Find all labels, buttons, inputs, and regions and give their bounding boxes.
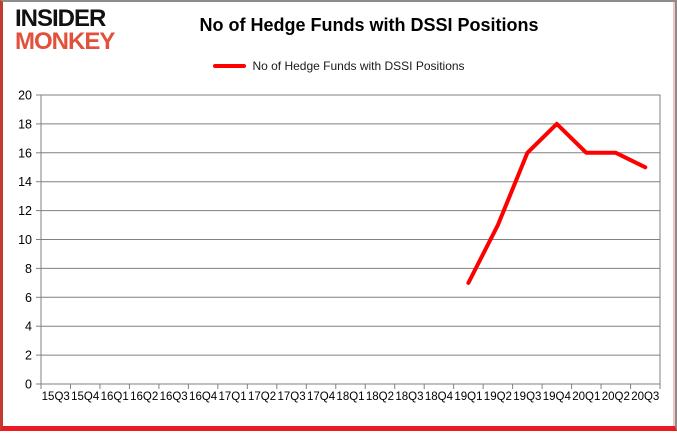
x-tick-label: 19Q4 (543, 391, 572, 403)
x-tick-label: 18Q1 (336, 391, 364, 403)
y-axis-labels: 0 2 4 6 8 10 12 14 16 18 20 (18, 89, 32, 392)
y-tick-label: 12 (18, 204, 32, 218)
y-tick-label: 16 (18, 146, 32, 160)
x-tick-label: 20Q2 (602, 391, 630, 403)
chart-title: No of Hedge Funds with DSSI Positions (199, 15, 539, 35)
x-tick-label: 20Q3 (631, 391, 659, 403)
series-line (466, 121, 648, 285)
y-tick-label: 6 (25, 291, 32, 305)
y-tick-label: 0 (25, 378, 32, 392)
x-tick-label: 17Q1 (219, 391, 247, 403)
x-tick-label: 16Q1 (101, 391, 129, 403)
y-tick-label: 2 (25, 349, 32, 363)
x-tick-label: 17Q3 (277, 391, 305, 403)
x-tick-label: 16Q3 (160, 391, 188, 403)
y-tick-label: 10 (18, 233, 32, 247)
y-tick-label: 14 (18, 175, 32, 189)
x-tick-label: 18Q3 (395, 391, 423, 403)
x-tick-label: 16Q4 (189, 391, 218, 403)
logo-line-monkey: MONKEY (15, 27, 115, 55)
x-tick-label: 15Q4 (71, 391, 100, 403)
y-tick-label: 4 (25, 320, 32, 334)
legend: No of Hedge Funds with DSSI Positions (3, 59, 675, 73)
legend-line-marker (213, 64, 247, 68)
y-tick-label: 8 (25, 262, 32, 276)
line-chart: 0 2 4 6 8 10 12 14 16 18 20 15Q3 15Q4 16Q1 16Q2 16Q3 16Q… (18, 89, 661, 403)
x-tick-label: 20Q1 (572, 391, 600, 403)
x-tick-label: 19Q2 (484, 391, 512, 403)
x-tick-label: 17Q2 (248, 391, 276, 403)
x-tick-label: 15Q3 (42, 391, 70, 403)
plot-border (40, 94, 661, 385)
x-tick-label: 19Q3 (513, 391, 541, 403)
x-tick-label: 19Q1 (454, 391, 482, 403)
x-axis-labels: 15Q3 15Q4 16Q1 16Q2 16Q3 16Q4 17Q1 17Q2 17Q3 17Q4… (42, 391, 660, 403)
x-ticks (40, 384, 661, 389)
legend-label: No of Hedge Funds with DSSI Positions (252, 59, 465, 73)
insider-monkey-logo: INSIDER MONKEY (15, 5, 115, 55)
y-gridlines (36, 94, 660, 385)
right-edge-accent (673, 2, 675, 426)
x-tick-label: 16Q2 (130, 391, 158, 403)
y-tick-label: 18 (18, 117, 32, 131)
x-tick-label: 18Q4 (425, 391, 454, 403)
y-tick-label: 20 (18, 89, 32, 103)
x-tick-label: 17Q4 (307, 391, 336, 403)
logo-line-insider: INSIDER (15, 5, 106, 32)
x-tick-label: 18Q2 (366, 391, 394, 403)
